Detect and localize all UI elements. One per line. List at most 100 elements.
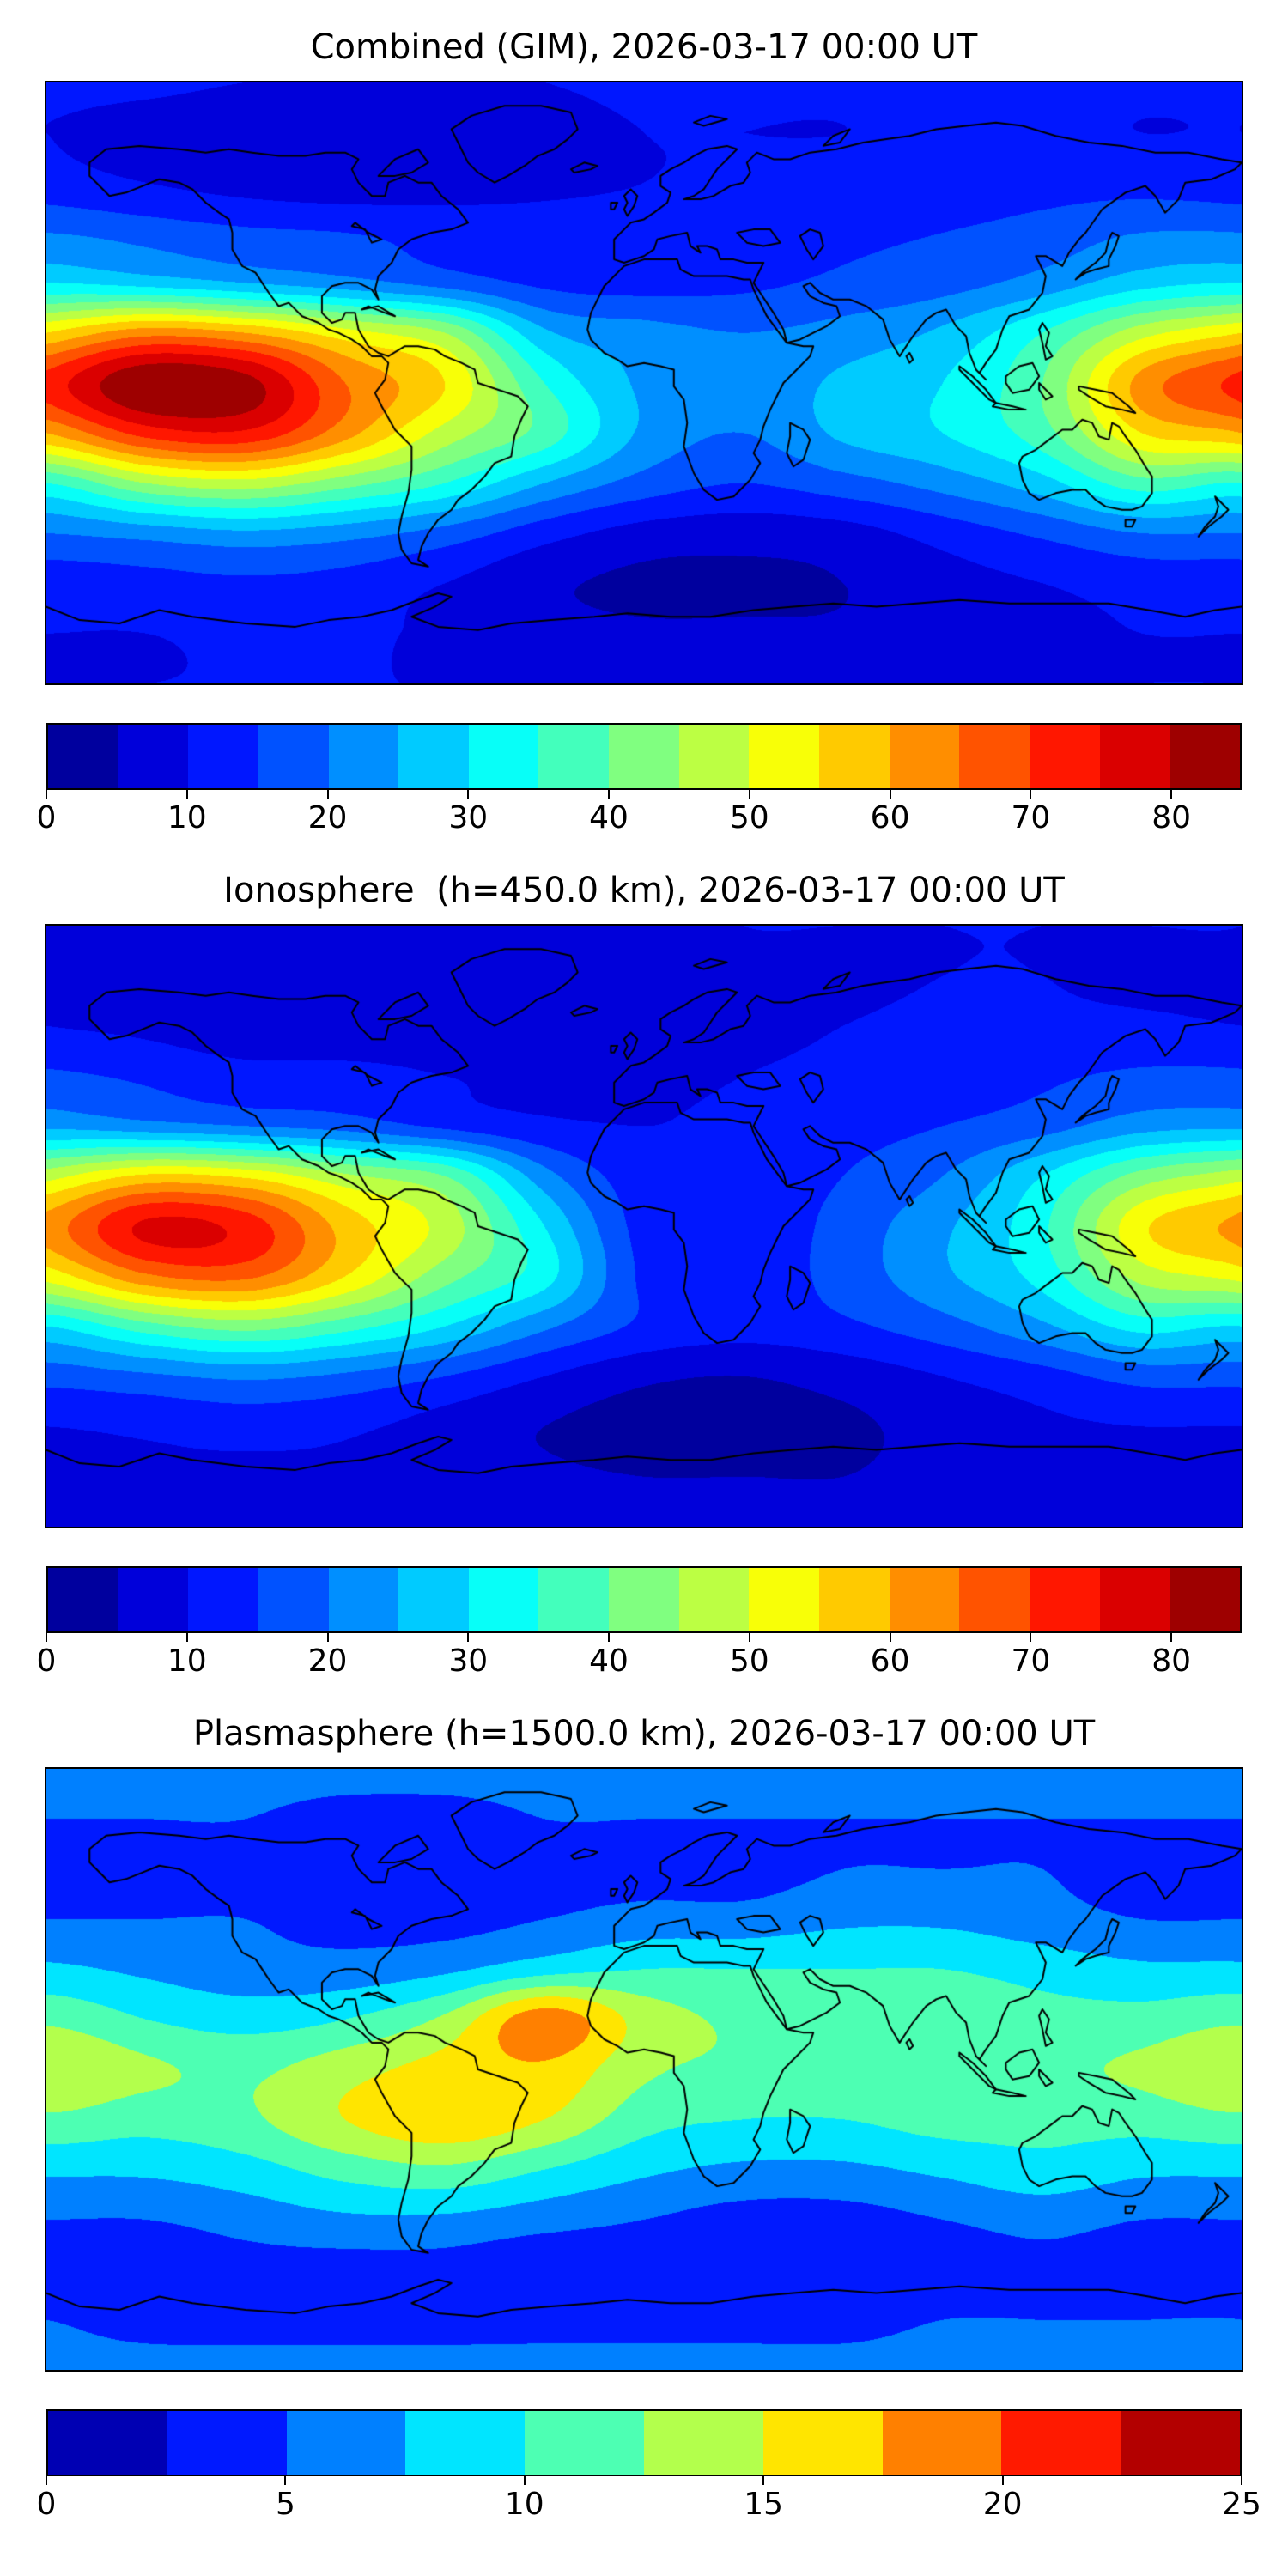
colorbar-tick — [46, 2476, 47, 2485]
colorbar-tick — [608, 1633, 611, 1642]
colorbar-segment — [188, 1568, 258, 1631]
colorbar-tick-label: 15 — [744, 2487, 784, 2522]
colorbar-segment — [819, 1568, 890, 1631]
colorbar-tick — [523, 2476, 526, 2485]
colorbar-segment — [468, 1568, 539, 1631]
map-canvas-combined — [46, 82, 1242, 683]
colorbar-ticks: 0 10 20 30 40 50 60 70 80 — [37, 790, 1242, 840]
colorbar-tick — [284, 2476, 287, 2485]
colorbar-tick-label: 50 — [729, 1643, 769, 1679]
colorbar-tick-label: 10 — [167, 1643, 207, 1679]
colorbar-tick-label: 70 — [1011, 1643, 1051, 1679]
colorbar-tick — [762, 2476, 765, 2485]
colorbar-segment — [1099, 725, 1170, 788]
colorbar-ionosphere: 0 10 20 30 40 50 60 70 80 — [37, 1566, 1242, 1683]
colorbar-tick-label: 10 — [504, 2487, 544, 2522]
colorbar-tick — [326, 790, 329, 799]
colorbar-segment — [889, 1568, 960, 1631]
colorbar-tick-label: 0 — [36, 2487, 57, 2522]
map-canvas-plasmasphere — [46, 1769, 1242, 2370]
colorbar-segment — [525, 2411, 644, 2475]
colorbar-tick — [185, 1633, 188, 1642]
colorbar-segment — [678, 725, 750, 788]
colorbar-tick — [608, 790, 611, 799]
colorbar-tick-label: 40 — [589, 800, 629, 835]
colorbar-segment — [1029, 725, 1100, 788]
colorbar-segment — [538, 1568, 610, 1631]
colorbar-segment — [188, 725, 258, 788]
colorbar-tick-label: 60 — [870, 1643, 910, 1679]
colorbar-segment — [889, 725, 960, 788]
colorbar-segment — [959, 725, 1030, 788]
colorbar-segment — [398, 1568, 469, 1631]
colorbar-tick — [326, 1633, 329, 1642]
colorbar-segment — [405, 2411, 526, 2475]
colorbar-tick — [1030, 790, 1032, 799]
colorbar-segment — [609, 1568, 679, 1631]
panel-ionosphere: Ionosphere (h=450.0 km), 2026-03-17 00:0… — [0, 871, 1288, 1683]
colorbar-gradient — [46, 1566, 1242, 1633]
colorbar-segment — [749, 725, 820, 788]
colorbar-segment — [48, 1568, 118, 1631]
colorbar-segment — [328, 725, 399, 788]
panel-title-ionosphere: Ionosphere (h=450.0 km), 2026-03-17 00:0… — [223, 871, 1065, 910]
colorbar-tick — [748, 1633, 750, 1642]
colorbar-ticks: 0 10 20 30 40 50 60 70 80 — [37, 1633, 1242, 1683]
colorbar-tick-label: 10 — [167, 800, 207, 835]
colorbar-segment — [678, 1568, 750, 1631]
colorbar-segment — [1099, 1568, 1170, 1631]
colorbar-tick — [467, 790, 470, 799]
colorbar-segment — [1029, 1568, 1100, 1631]
colorbar-tick — [185, 790, 188, 799]
colorbar-segment — [258, 1568, 329, 1631]
colorbar-tick — [1170, 790, 1173, 799]
colorbar-segment — [538, 725, 610, 788]
colorbar-tick-label: 70 — [1011, 800, 1051, 835]
colorbar-segment — [1170, 725, 1240, 788]
colorbar-segment — [959, 1568, 1030, 1631]
colorbar-tick-label: 80 — [1151, 1643, 1192, 1679]
colorbar-tick-label: 20 — [307, 1643, 348, 1679]
colorbar-tick-label: 40 — [589, 1643, 629, 1679]
colorbar-tick-label: 0 — [36, 800, 57, 835]
panel-title-plasmasphere: Plasmasphere (h=1500.0 km), 2026-03-17 0… — [192, 1714, 1096, 1753]
colorbar-tick-label: 80 — [1151, 800, 1192, 835]
colorbar-tick-label: 30 — [448, 800, 489, 835]
map-frame-combined — [45, 81, 1243, 685]
colorbar-tick-label: 20 — [982, 2487, 1023, 2522]
colorbar-segment — [819, 725, 890, 788]
colorbar-tick-label: 30 — [448, 1643, 489, 1679]
colorbar-segment — [167, 2411, 287, 2475]
colorbar-segment — [468, 725, 539, 788]
colorbar-segment — [48, 725, 118, 788]
colorbar-tick-label: 60 — [870, 800, 910, 835]
colorbar-segment — [882, 2411, 1002, 2475]
colorbar-tick — [1241, 2476, 1242, 2485]
colorbar-tick — [889, 1633, 891, 1642]
map-frame-plasmasphere — [45, 1767, 1243, 2372]
colorbar-segment — [398, 725, 469, 788]
colorbar-segment — [118, 725, 189, 788]
colorbar-gradient — [46, 2409, 1242, 2476]
colorbar-segment — [286, 2411, 406, 2475]
colorbar-tick — [1001, 2476, 1004, 2485]
colorbar-segment — [643, 2411, 763, 2475]
colorbar-tick — [46, 790, 47, 799]
colorbar-tick — [889, 790, 891, 799]
colorbar-tick — [467, 1633, 470, 1642]
map-frame-ionosphere — [45, 924, 1243, 1528]
colorbar-tick — [1170, 1633, 1173, 1642]
colorbar-segment — [1001, 2411, 1121, 2475]
colorbar-segment — [749, 1568, 820, 1631]
colorbar-segment — [258, 725, 329, 788]
panel-plasmasphere: Plasmasphere (h=1500.0 km), 2026-03-17 0… — [0, 1714, 1288, 2526]
colorbar-segment — [762, 2411, 883, 2475]
colorbar-tick-label: 20 — [307, 800, 348, 835]
colorbar-segment — [118, 1568, 189, 1631]
colorbar-segment — [1121, 2411, 1240, 2475]
colorbar-segment — [328, 1568, 399, 1631]
colorbar-tick-label: 25 — [1222, 2487, 1261, 2522]
colorbar-segment — [1170, 1568, 1240, 1631]
map-canvas-ionosphere — [46, 926, 1242, 1527]
